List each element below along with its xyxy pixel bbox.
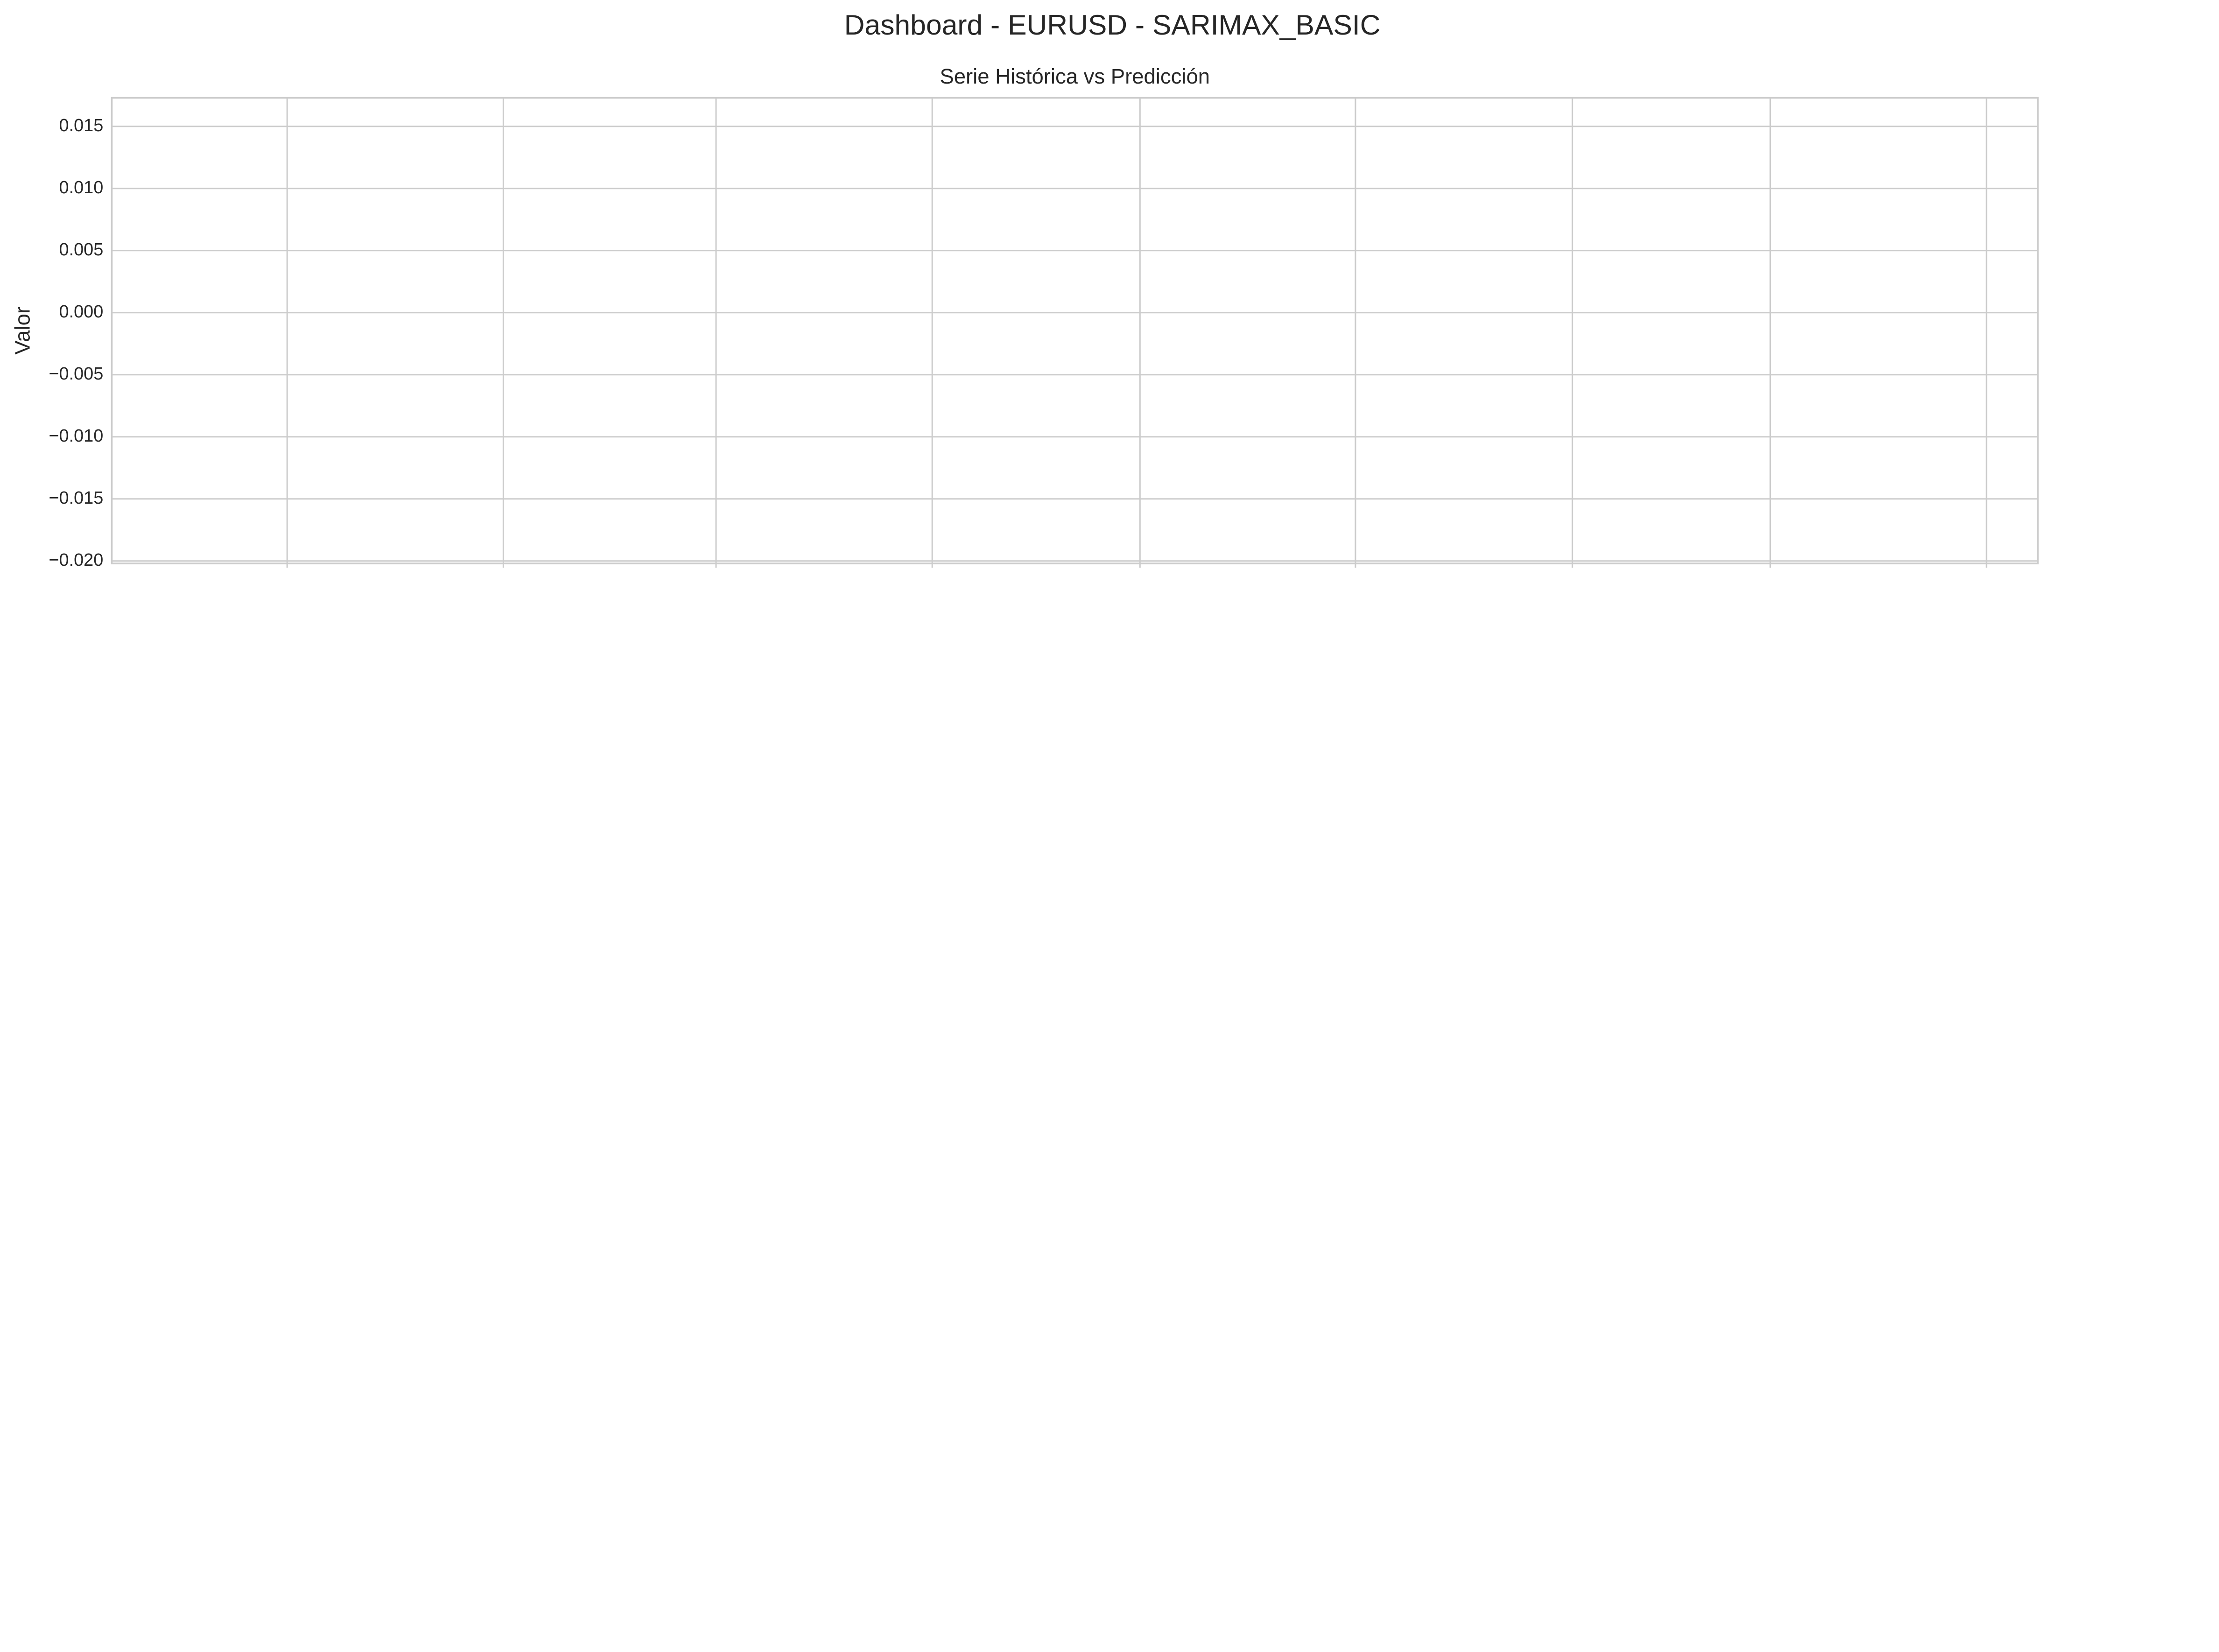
- subplot-title: Serie Histórica vs Predicción: [940, 64, 1210, 88]
- dashboard-title: Dashboard - EURUSD - SARIMAX_BASIC: [844, 9, 1381, 41]
- y-tick-label: −0.005: [49, 364, 103, 384]
- y-tick-label: 0.005: [59, 240, 104, 260]
- y-tick-label: 0.010: [59, 178, 104, 197]
- y-axis-label: Valor: [11, 307, 35, 355]
- y-tick-label: 0.000: [59, 302, 104, 322]
- axes-frame: [111, 97, 2039, 564]
- y-tick-label: 0.015: [59, 116, 104, 135]
- plot-area: [112, 98, 2038, 564]
- y-tick-label: −0.020: [49, 550, 103, 570]
- y-tick-label: −0.015: [49, 488, 103, 508]
- y-tick-label: −0.010: [49, 426, 103, 446]
